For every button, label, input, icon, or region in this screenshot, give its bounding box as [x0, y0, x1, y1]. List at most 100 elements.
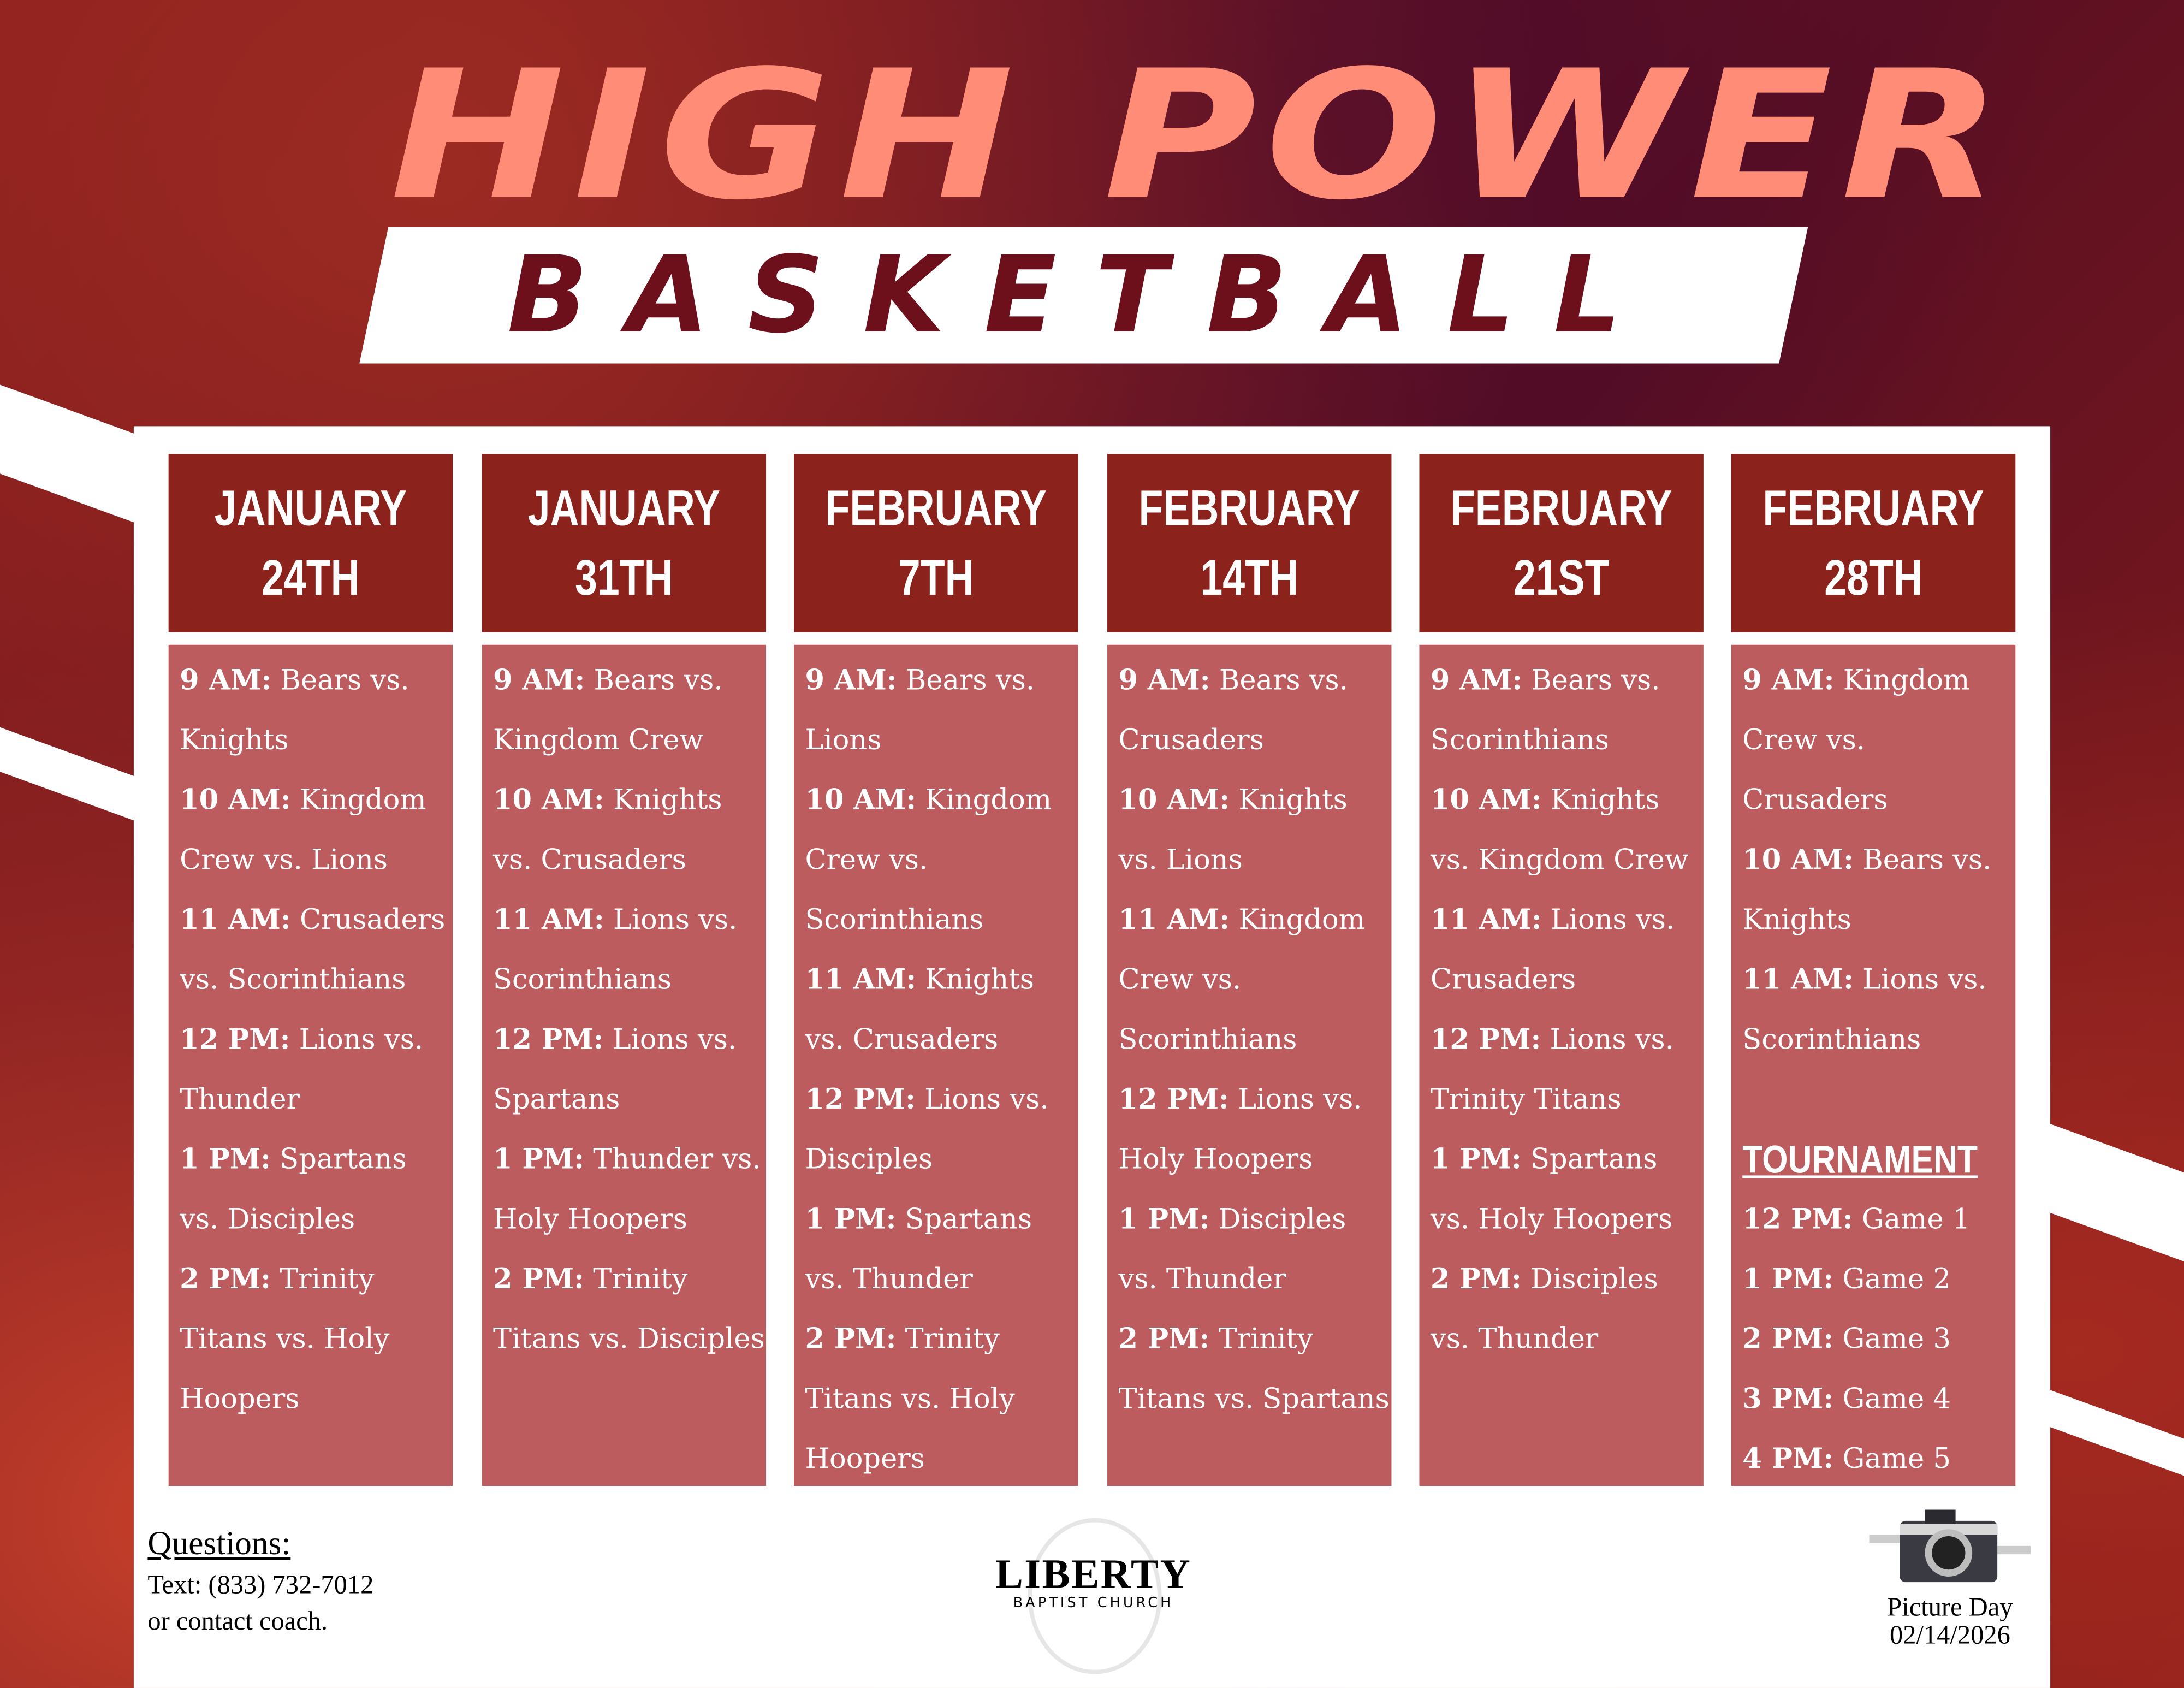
game-item: 12 PM: Lions vs. Trinity Titans: [1431, 1010, 1704, 1129]
game-item: 1 PM: Thunder vs. Holy Hoopers: [493, 1129, 766, 1249]
tournament-item: 2 PM: Game 3: [1742, 1309, 2015, 1369]
game-item: 10 AM: Knights vs. Kingdom Crew: [1431, 770, 1704, 890]
game-item: 10 AM: Kingdom Crew vs. Scorinthians: [805, 770, 1078, 950]
game-time: 11 AM:: [1742, 962, 1854, 996]
game-time: 10 AM:: [1742, 842, 1854, 876]
game-time: 10 AM:: [493, 783, 604, 816]
game-item: 1 PM: Spartans vs. Holy Hoopers: [1431, 1129, 1704, 1249]
game-match: Lions vs. Disciples: [805, 1082, 1049, 1176]
camera-icon: [1869, 1509, 2031, 1583]
game-match: Crusaders vs. Scorinthians: [180, 902, 446, 996]
logo-name: LIBERTY: [995, 1551, 1192, 1598]
game-time: 9 AM:: [180, 662, 272, 697]
date-header: FEBRUARY 28TH: [1731, 454, 2016, 632]
date-day: 24TH: [262, 548, 360, 606]
game-item: 11 AM: Lions vs. Scorinthians: [493, 890, 766, 1010]
game-match: Lions vs. Holy Hoopers: [1118, 1082, 1362, 1176]
game-match: Spartans vs. Disciples: [180, 1142, 407, 1236]
game-time: 11 AM:: [805, 962, 917, 996]
game-time: 11 AM:: [1430, 902, 1542, 936]
game-match: Lions vs. Scorinthians: [1742, 962, 1987, 1056]
game-time: 1 PM:: [1118, 1201, 1210, 1236]
title: HIGH POWER: [390, 33, 2010, 240]
game-item: 12 PM: Lions vs. Spartans: [493, 1010, 766, 1129]
tournament-item: 4 PM: Game 5: [1742, 1429, 2015, 1489]
game-item: 2 PM: Disciples vs. Thunder: [1431, 1249, 1704, 1369]
game-match: Knights vs. Crusaders: [805, 962, 1034, 1056]
questions-block: Questions: Text: (833) 732-7012 or conta…: [147, 1524, 373, 1638]
game-item: 9 AM: Bears vs. Knights: [180, 650, 453, 770]
game-time: 10 AM:: [805, 783, 917, 816]
subtitle-band: BASKETBALL: [359, 227, 1808, 364]
game-item: 10 AM: Knights vs. Lions: [1118, 770, 1391, 890]
game-time: 1 PM:: [1430, 1142, 1522, 1176]
game-match: Lions vs. Scorinthians: [493, 902, 738, 996]
game-match: Lions vs. Thunder: [180, 1022, 424, 1116]
game-time: 11 AM:: [493, 902, 604, 936]
game-match: Bears vs. Knights: [180, 662, 410, 756]
game-item: 10 AM: Knights vs. Crusaders: [493, 770, 766, 890]
date-month: FEBRUARY: [1762, 479, 1984, 536]
game-match: Kingdom Crew vs. Scorinthians: [1118, 902, 1366, 1056]
tournament-item: 3 PM: Game 4: [1742, 1369, 2015, 1429]
game-match: Knights vs. Kingdom Crew: [1430, 783, 1689, 876]
game-match: Lions vs. Spartans: [493, 1022, 737, 1116]
game-item: 2 PM: Trinity Titans vs. Spartans: [1118, 1309, 1391, 1429]
game-item: 10 AM: Kingdom Crew vs. Lions: [180, 770, 453, 890]
game-item: 2 PM: Trinity Titans vs. Disciples: [493, 1249, 766, 1369]
date-header: JANUARY 24TH: [168, 454, 453, 632]
game-time: 12 PM:: [805, 1082, 916, 1116]
game-match: Trinity Titans vs. Holy Hoopers: [180, 1261, 390, 1415]
game-match: Lions vs. Trinity Titans: [1430, 1022, 1674, 1116]
game-time: 9 AM:: [1118, 662, 1210, 697]
game-match: Knights vs. Crusaders: [493, 783, 722, 876]
date-day: 7TH: [898, 548, 974, 606]
game-match: Game 3: [1842, 1322, 1951, 1355]
game-item: 11 AM: Lions vs. Crusaders: [1431, 890, 1704, 1010]
game-time: 10 AM:: [1118, 783, 1230, 816]
game-time: 12 PM:: [180, 1022, 290, 1056]
game-time: 3 PM:: [1742, 1381, 1834, 1415]
game-time: 2 PM:: [1742, 1322, 1834, 1355]
game-time: 9 AM:: [1430, 662, 1523, 697]
game-list: 9 AM: Bears vs. Lions 10 AM: Kingdom Crew…: [794, 644, 1078, 1486]
date-month: FEBRUARY: [825, 479, 1047, 536]
game-time: 11 AM:: [1118, 902, 1230, 936]
date-day: 28TH: [1824, 548, 1922, 606]
date-day: 14TH: [1200, 548, 1299, 606]
game-time: 2 PM:: [1430, 1261, 1522, 1295]
date-month: FEBRUARY: [1450, 479, 1672, 536]
game-item: 9 AM: Kingdom Crew vs. Crusaders: [1742, 650, 2015, 830]
game-time: 1 PM:: [805, 1201, 897, 1236]
game-match: Disciples vs. Thunder: [1118, 1201, 1346, 1295]
game-match: Spartans vs. Thunder: [805, 1201, 1032, 1295]
date-month: FEBRUARY: [1138, 479, 1360, 536]
game-time: 12 PM:: [493, 1022, 604, 1056]
game-item: 12 PM: Lions vs. Holy Hoopers: [1118, 1070, 1391, 1189]
game-item: 9 AM: Bears vs. Kingdom Crew: [493, 650, 766, 770]
game-list: 9 AM: Bears vs. Scorinthians 10 AM: Knigh…: [1419, 644, 1704, 1486]
game-match: Bears vs. Scorinthians: [1430, 662, 1660, 756]
game-time: 10 AM:: [180, 783, 291, 816]
questions-label: Questions:: [147, 1526, 291, 1563]
game-time: 10 AM:: [1430, 783, 1542, 816]
day-column: JANUARY 31TH 9 AM: Bears vs. Kingdom Crew 1…: [482, 454, 767, 1486]
game-time: 12 PM:: [1430, 1022, 1541, 1056]
game-item: 1 PM: Spartans vs. Thunder: [805, 1189, 1078, 1309]
church-logo: LIBERTY BAPTIST CHURCH: [975, 1518, 1212, 1674]
game-match: Lions vs. Crusaders: [1430, 902, 1675, 996]
game-match: Bears vs. Kingdom Crew: [493, 662, 723, 756]
game-item: 12 PM: Lions vs. Thunder: [180, 1010, 453, 1129]
game-item: 11 AM: Crusaders vs. Scorinthians: [180, 890, 453, 1010]
game-match: Kingdom Crew vs. Lions: [180, 783, 426, 876]
date-header: JANUARY 31TH: [482, 454, 767, 632]
game-match: Knights vs. Lions: [1118, 783, 1348, 876]
game-time: 2 PM:: [1118, 1322, 1210, 1355]
game-match: Spartans vs. Holy Hoopers: [1430, 1142, 1673, 1236]
game-item: 11 AM: Kingdom Crew vs. Scorinthians: [1118, 890, 1391, 1070]
logo-subtitle: BAPTIST CHURCH: [1013, 1596, 1174, 1612]
game-item: 10 AM: Bears vs. Knights: [1742, 830, 2015, 950]
game-match: Game 4: [1842, 1381, 1951, 1415]
game-time: 9 AM:: [805, 662, 897, 697]
subtitle: BASKETBALL: [507, 232, 1660, 357]
